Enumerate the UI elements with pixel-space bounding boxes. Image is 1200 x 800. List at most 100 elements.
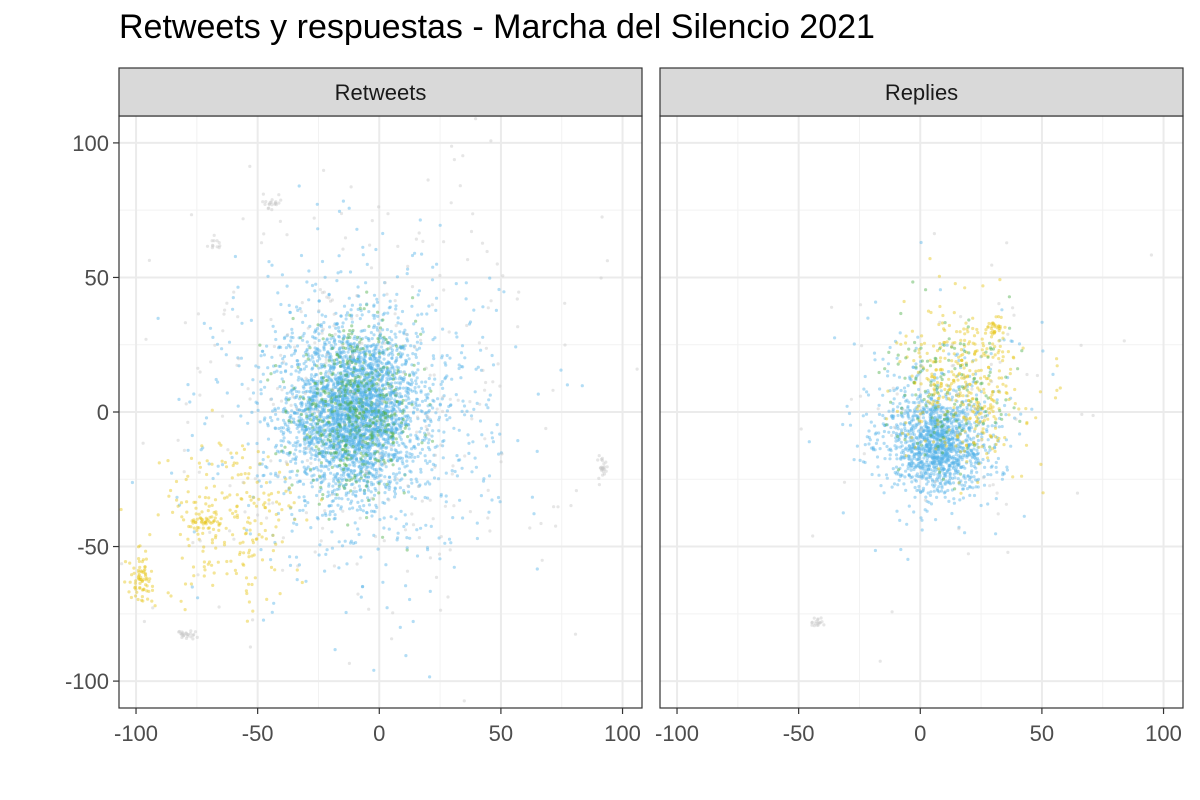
data-point <box>321 493 325 497</box>
data-point <box>369 423 373 427</box>
data-point <box>369 344 373 348</box>
data-point <box>380 399 384 403</box>
data-point <box>338 440 343 444</box>
data-point <box>220 459 224 463</box>
data-point <box>289 339 293 343</box>
data-point <box>307 269 311 273</box>
data-point <box>335 443 340 447</box>
data-point <box>371 474 375 478</box>
data-point <box>374 503 378 507</box>
data-point <box>274 525 278 529</box>
data-point <box>150 588 155 593</box>
data-point <box>359 420 363 424</box>
data-point <box>202 560 206 564</box>
data-point <box>359 433 363 437</box>
data-point <box>340 419 345 423</box>
data-point <box>385 292 389 296</box>
data-point <box>405 459 409 463</box>
data-point <box>337 394 341 399</box>
data-point <box>361 347 365 351</box>
data-point <box>314 421 318 425</box>
data-point <box>311 360 315 364</box>
data-point <box>451 516 455 520</box>
data-point <box>271 402 275 406</box>
data-point <box>375 382 379 386</box>
data-point <box>334 378 338 382</box>
data-point <box>272 601 276 605</box>
data-point <box>286 429 290 433</box>
data-point <box>489 299 493 303</box>
data-point <box>314 406 318 410</box>
data-point <box>384 361 389 366</box>
data-point <box>363 391 367 395</box>
data-point <box>363 384 367 388</box>
data-point <box>416 293 420 297</box>
data-point <box>144 549 148 553</box>
data-point <box>371 462 375 466</box>
data-point <box>350 320 354 324</box>
data-point <box>419 332 423 336</box>
data-point <box>278 219 282 223</box>
data-point <box>195 525 200 530</box>
data-point <box>362 386 366 390</box>
data-point <box>406 415 410 419</box>
data-point <box>484 380 488 385</box>
data-point <box>328 408 332 412</box>
data-point <box>362 366 366 370</box>
data-point <box>332 381 336 385</box>
data-point <box>353 345 357 349</box>
data-point <box>362 451 366 455</box>
data-point <box>288 415 292 419</box>
data-point <box>323 407 327 411</box>
data-point <box>340 497 344 501</box>
data-point <box>386 459 390 463</box>
data-point <box>261 372 265 376</box>
data-point <box>415 528 419 532</box>
data-point <box>371 402 375 406</box>
data-point <box>463 356 467 360</box>
data-point <box>395 358 399 362</box>
data-point <box>290 384 294 388</box>
data-point <box>282 360 286 364</box>
data-point <box>347 363 352 367</box>
data-point <box>339 414 343 418</box>
data-point <box>357 355 361 359</box>
data-point <box>350 373 355 377</box>
data-point <box>319 362 323 367</box>
data-point <box>448 548 452 552</box>
data-point <box>380 454 384 458</box>
data-point <box>362 392 367 396</box>
data-point <box>195 635 199 640</box>
data-point <box>324 385 328 389</box>
data-point <box>356 416 360 420</box>
data-point <box>337 334 341 338</box>
data-point <box>330 410 334 414</box>
data-point <box>137 559 141 564</box>
data-point <box>248 532 252 536</box>
data-point <box>372 433 376 437</box>
data-point <box>373 408 377 412</box>
data-point <box>330 404 334 408</box>
data-point <box>375 420 379 424</box>
data-point <box>318 425 322 429</box>
data-point <box>353 405 357 409</box>
data-point <box>257 533 261 537</box>
data-point <box>390 426 394 430</box>
data-point <box>266 378 270 382</box>
data-point <box>245 591 249 596</box>
data-point <box>270 355 274 359</box>
data-point <box>298 418 303 422</box>
data-point <box>362 504 366 508</box>
data-point <box>260 535 264 539</box>
data-point <box>972 475 976 479</box>
data-point <box>357 426 361 430</box>
data-point <box>339 429 343 433</box>
data-point <box>354 541 358 545</box>
data-point <box>434 296 439 300</box>
data-point <box>284 489 288 493</box>
data-point <box>248 494 252 499</box>
data-point <box>401 378 405 382</box>
data-point <box>310 474 314 478</box>
data-point <box>351 395 355 399</box>
data-point <box>385 606 389 610</box>
